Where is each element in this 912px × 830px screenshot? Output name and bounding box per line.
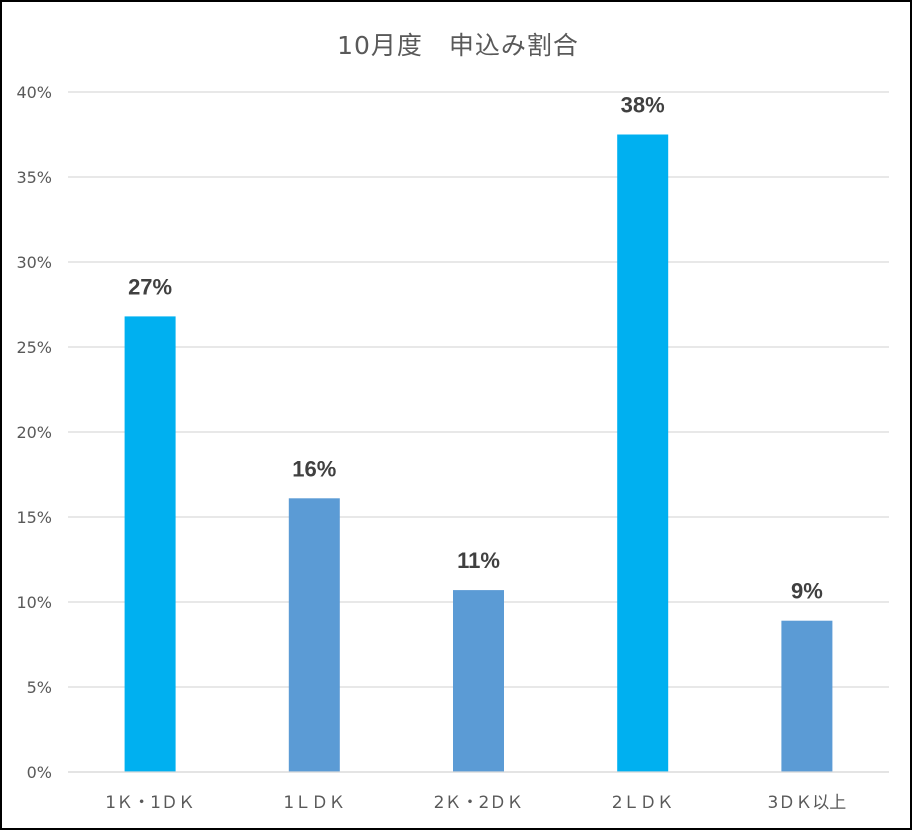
data-label: 38% <box>621 93 665 118</box>
data-label: 27% <box>128 274 172 299</box>
x-tick-label: 1Ｋ・1ＤＫ <box>105 793 195 813</box>
bar <box>124 316 176 772</box>
x-tick-label: 1ＬＤＫ <box>283 793 345 813</box>
y-tick-label: 25% <box>16 338 52 357</box>
x-tick-label: 2ＬＤＫ <box>612 793 674 813</box>
data-label: 9% <box>791 579 823 604</box>
data-label: 11% <box>457 548 500 573</box>
bar <box>617 134 669 772</box>
bar <box>781 620 833 772</box>
bar <box>453 590 504 772</box>
y-tick-label: 30% <box>16 253 52 272</box>
y-tick-label: 20% <box>16 423 52 442</box>
y-tick-label: 10% <box>16 593 52 612</box>
y-tick-label: 35% <box>16 168 52 187</box>
data-label: 16% <box>292 456 336 481</box>
x-tick-label: 2Ｋ・2ＤＫ <box>434 793 524 813</box>
y-tick-label: 5% <box>27 678 52 697</box>
chart-title: 10月度 申込み割合 <box>337 31 579 60</box>
y-tick-label: 40% <box>16 83 52 102</box>
bar <box>288 498 340 772</box>
y-tick-label: 15% <box>16 508 52 527</box>
x-tick-label: 3ＤＫ以上 <box>767 793 846 813</box>
y-tick-label: 0% <box>27 763 52 782</box>
